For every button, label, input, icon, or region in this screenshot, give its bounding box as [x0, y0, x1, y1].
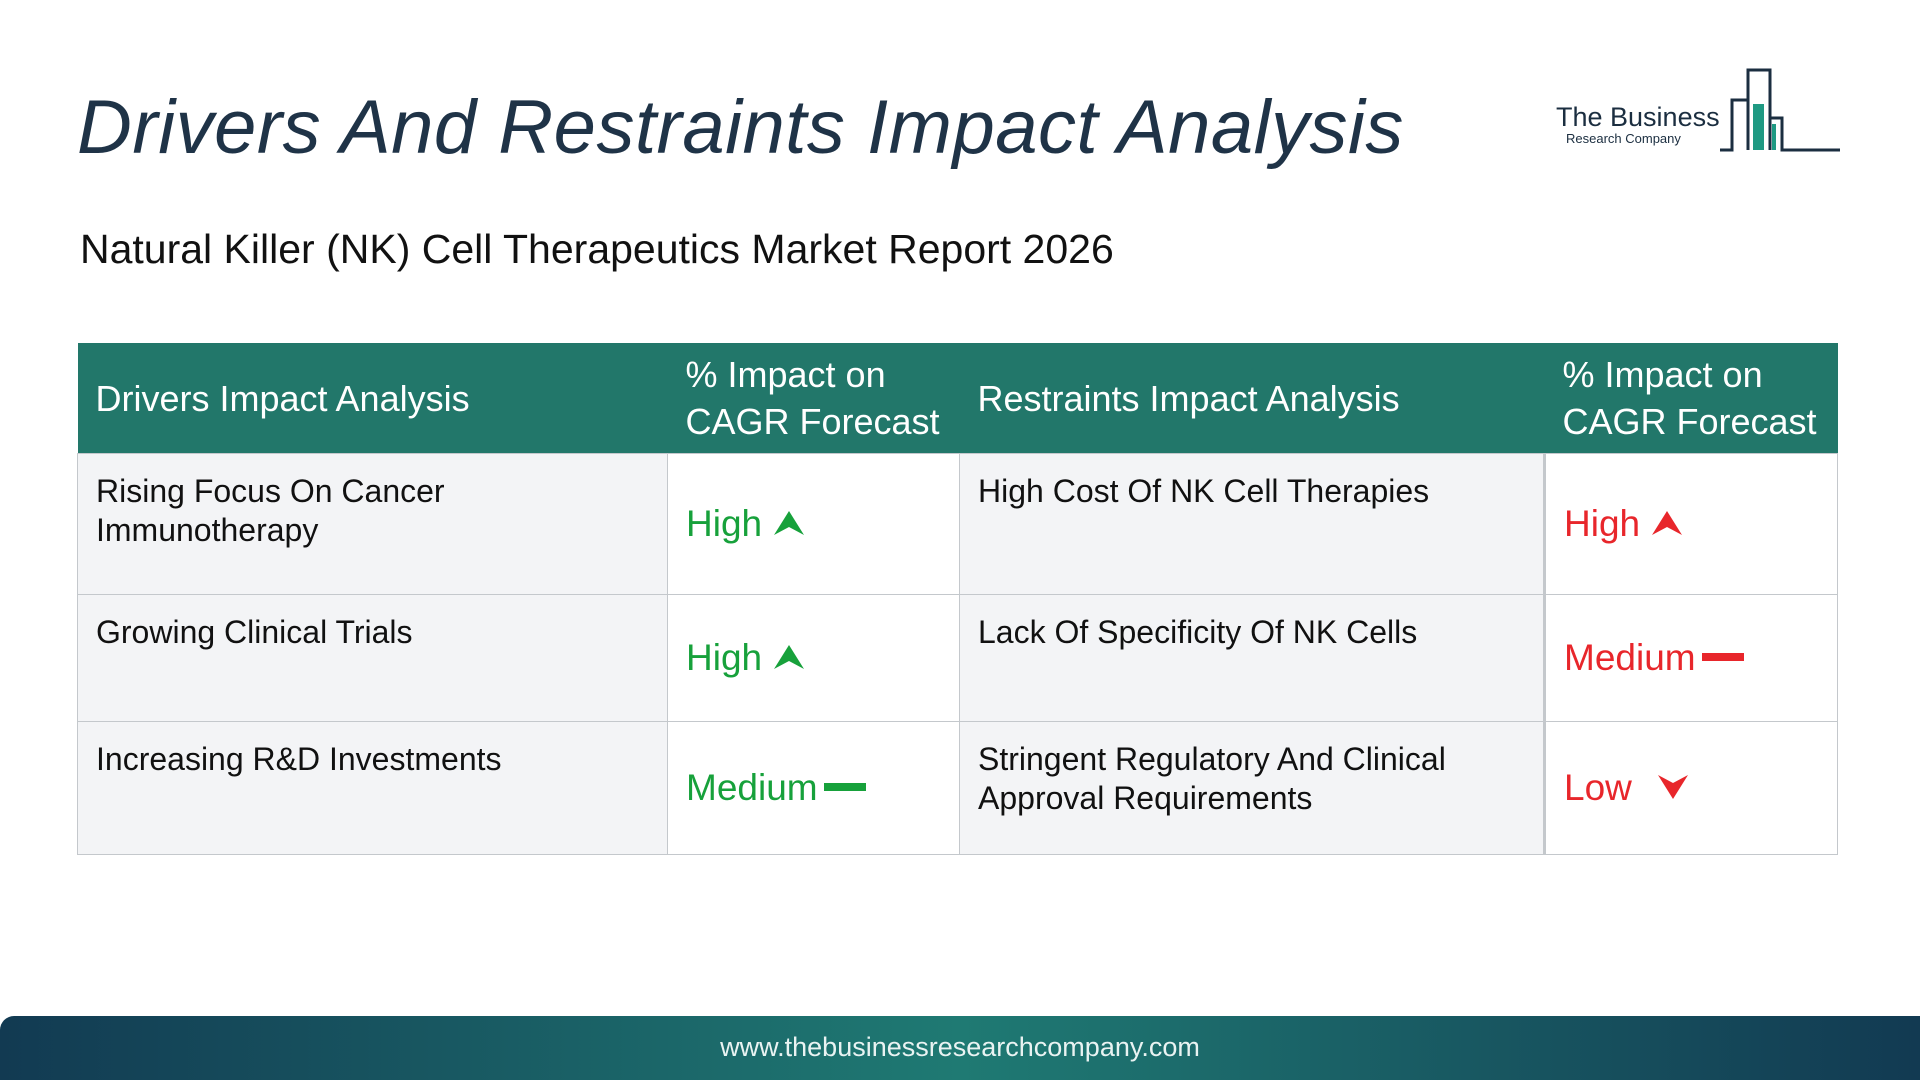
report-subtitle: Natural Killer (NK) Cell Therapeutics Ma…	[80, 226, 1114, 272]
driver-impact-label: High	[686, 502, 763, 544]
restraint-impact-level: Medium	[1564, 638, 1744, 677]
dash-icon	[823, 783, 866, 791]
restraint-impact-label: Medium	[1564, 636, 1696, 678]
driver-impact-level: High	[686, 504, 806, 543]
dash-icon	[1701, 653, 1744, 661]
driver-cell: Rising Focus On Cancer Immunotherapy	[77, 453, 668, 595]
table-row: Rising Focus On Cancer Immunotherapy Hig…	[77, 453, 1838, 595]
logo-subtext: Research Company	[1566, 131, 1681, 146]
restraint-impact-cell: Medium	[1543, 594, 1838, 722]
drivers-impact-header: % Impact on CAGR Forecast	[667, 343, 960, 454]
footer-bar: www.thebusinessresearchcompany.com	[0, 1016, 1920, 1080]
table-row: Increasing R&D Investments Medium String…	[77, 721, 1838, 855]
drivers-header: Drivers Impact Analysis	[77, 343, 668, 454]
restraints-impact-header: % Impact on CAGR Forecast	[1544, 343, 1838, 454]
driver-impact-cell: Medium	[667, 721, 960, 855]
arrow-down-icon	[1657, 775, 1688, 799]
driver-impact-level: High	[686, 638, 806, 677]
driver-cell: Growing Clinical Trials	[77, 594, 668, 722]
drivers-impact-header-line1: % Impact on	[685, 354, 886, 395]
driver-impact-label: High	[686, 636, 763, 678]
arrow-up-icon	[1652, 511, 1683, 535]
restraint-impact-level: Low	[1564, 768, 1690, 807]
restraint-cell: High Cost Of NK Cell Therapies	[959, 453, 1545, 595]
logo-name: The Business	[1556, 102, 1720, 132]
arrow-up-icon	[774, 645, 805, 669]
restraint-impact-label: High	[1564, 502, 1641, 544]
restraint-impact-level: High	[1564, 504, 1684, 543]
driver-impact-level: Medium	[686, 768, 866, 807]
restraint-impact-cell: High	[1543, 453, 1838, 595]
page-title: Drivers And Restraints Impact Analysis	[77, 85, 1404, 170]
restraint-cell: Lack Of Specificity Of NK Cells	[959, 594, 1545, 722]
restraint-impact-cell: Low	[1543, 721, 1838, 855]
drivers-impact-header-line2: CAGR Forecast	[685, 401, 940, 442]
table-header-row: Drivers Impact Analysis % Impact on CAGR…	[77, 343, 1838, 454]
footer-website-link[interactable]: www.thebusinessresearchcompany.com	[720, 1032, 1200, 1062]
restraints-impact-header-line1: % Impact on	[1562, 354, 1763, 395]
driver-impact-label: Medium	[686, 766, 818, 808]
restraint-impact-label: Low	[1564, 766, 1632, 808]
driver-impact-cell: High	[667, 453, 960, 595]
restraints-impact-header-line2: CAGR Forecast	[1562, 401, 1817, 442]
bar-chart-building-icon	[1720, 68, 1840, 152]
table-row: Growing Clinical Trials High Lack Of Spe…	[77, 594, 1838, 722]
restraint-cell: Stringent Regulatory And Clinical Approv…	[959, 721, 1545, 855]
restraints-header: Restraints Impact Analysis	[959, 343, 1545, 454]
impact-analysis-table: Drivers Impact Analysis % Impact on CAGR…	[77, 343, 1838, 855]
arrow-up-icon	[774, 511, 805, 535]
company-logo[interactable]: The Business Research Company	[1550, 64, 1840, 160]
driver-cell: Increasing R&D Investments	[77, 721, 668, 855]
driver-impact-cell: High	[667, 594, 960, 722]
